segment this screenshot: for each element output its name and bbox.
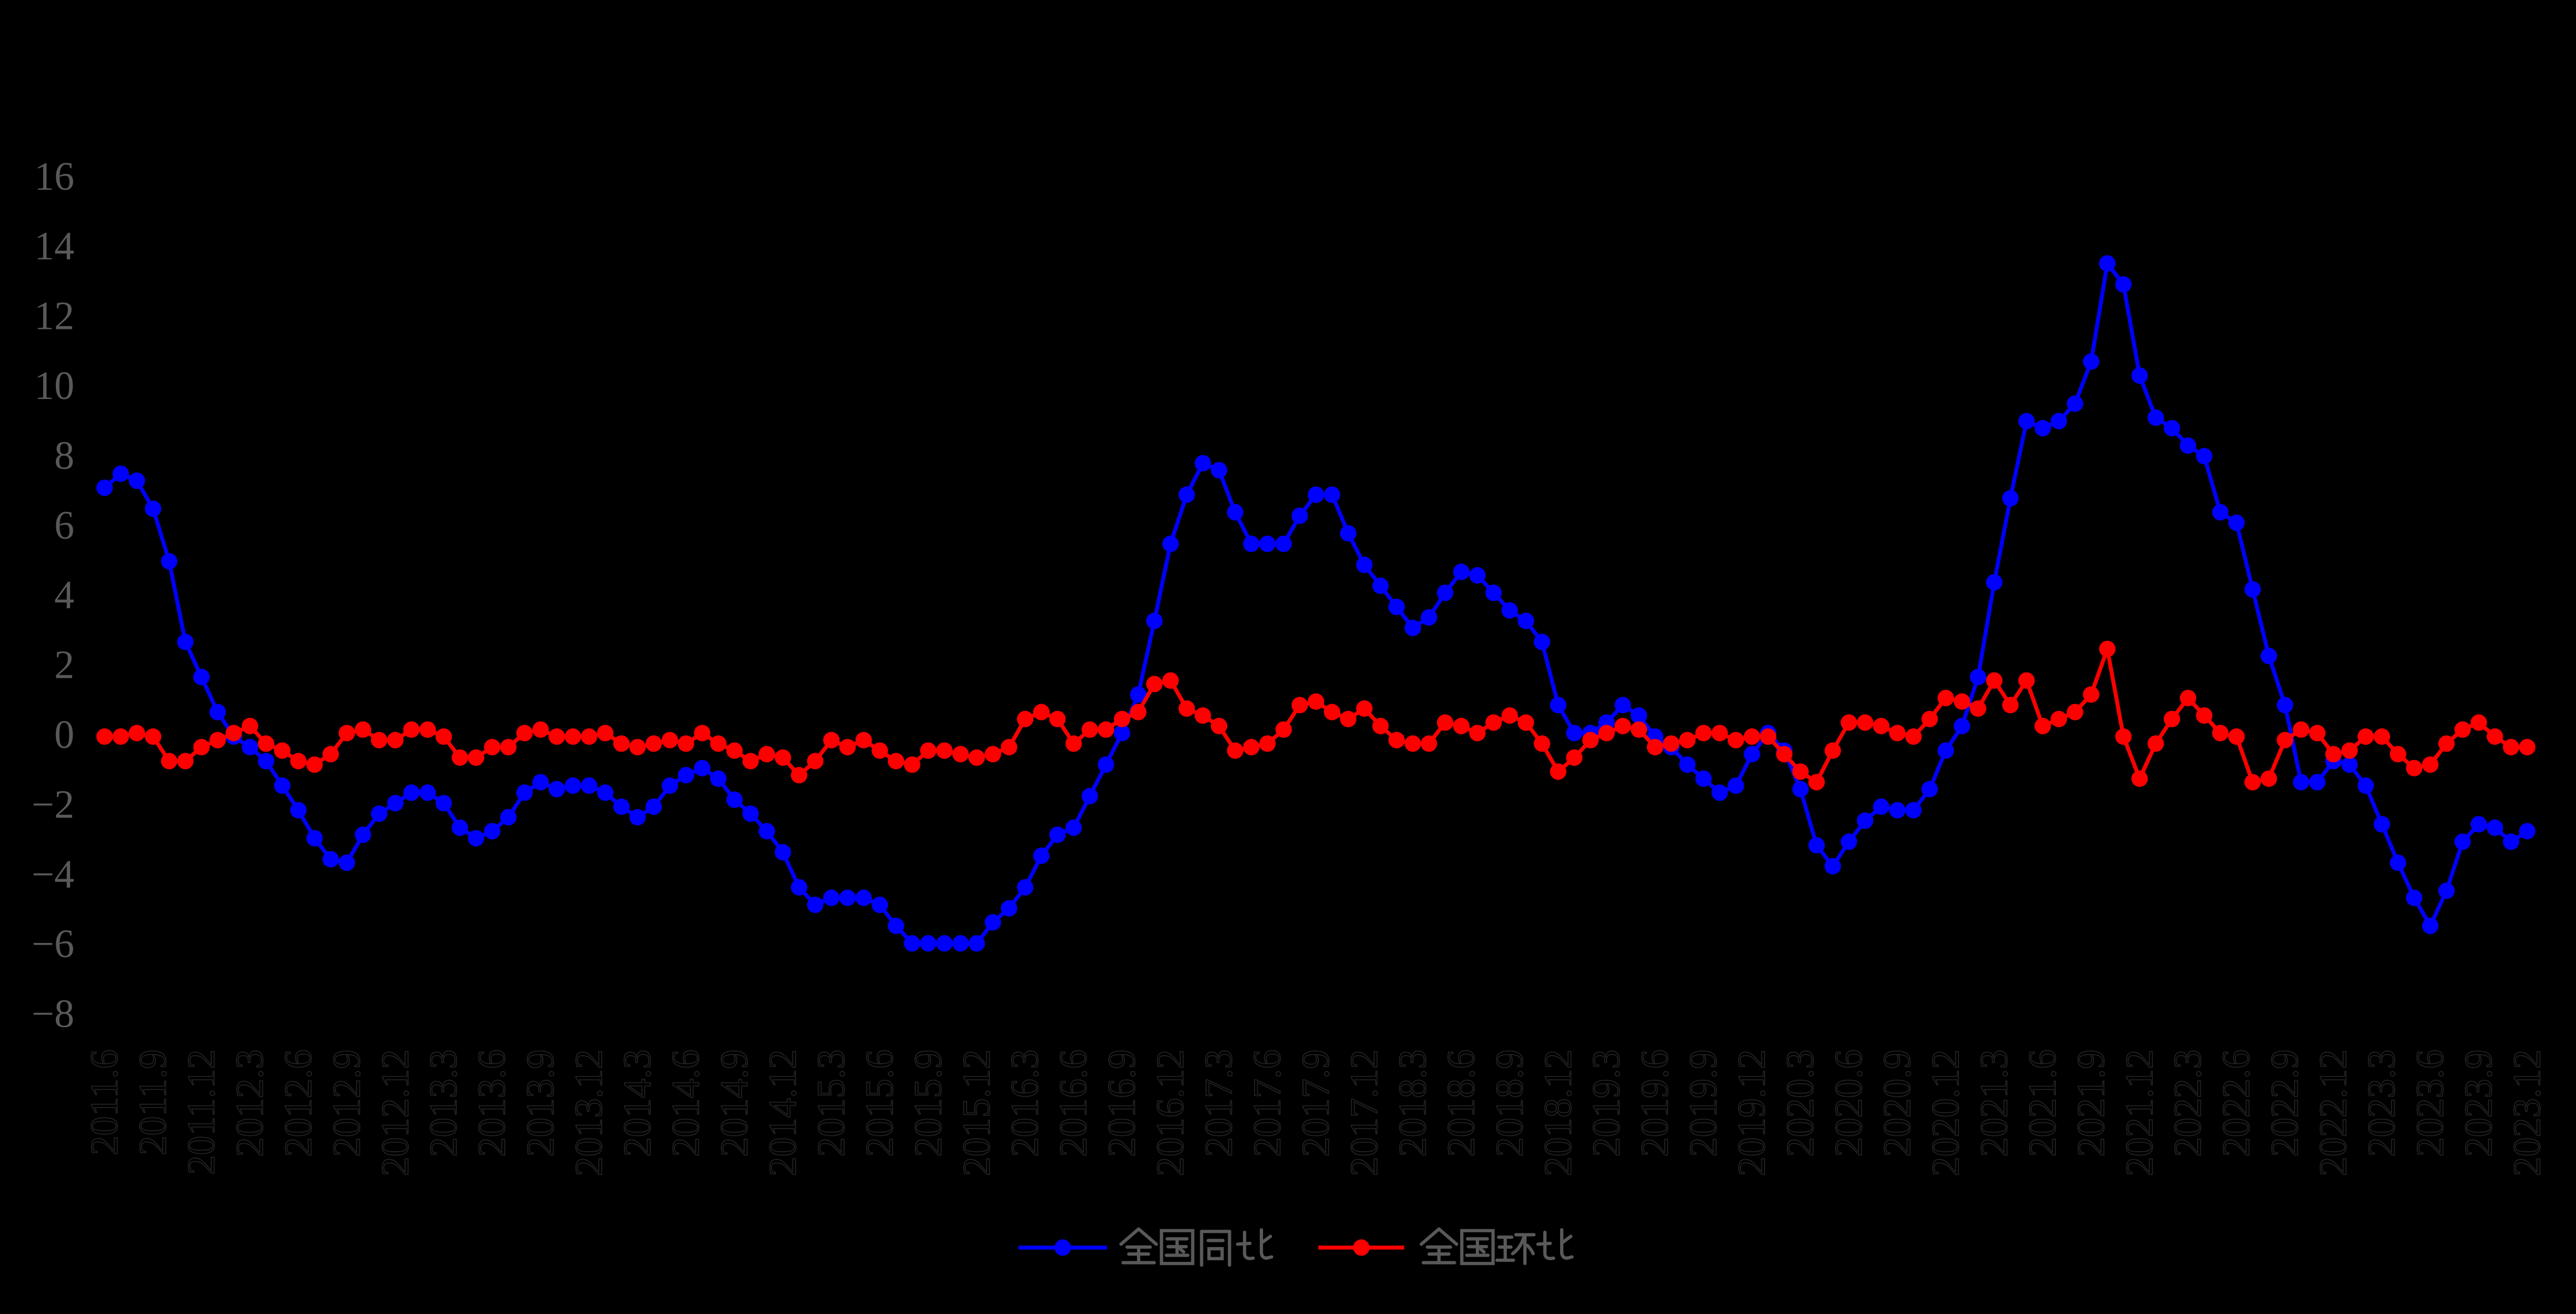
- svg-text:2019.9: 2019.9: [1682, 1049, 1725, 1157]
- svg-text:2019.6: 2019.6: [1633, 1049, 1677, 1157]
- svg-text:2014.3: 2014.3: [616, 1049, 659, 1157]
- svg-text:2012.6: 2012.6: [277, 1049, 320, 1157]
- svg-text:2014.9: 2014.9: [713, 1049, 756, 1157]
- svg-text:2020.3: 2020.3: [1779, 1049, 1822, 1157]
- svg-text:2017.3: 2017.3: [1198, 1049, 1241, 1157]
- svg-text:2020.9: 2020.9: [1876, 1049, 1919, 1157]
- svg-text:2: 2: [54, 643, 74, 687]
- svg-text:2017.9: 2017.9: [1295, 1049, 1338, 1157]
- svg-text:2013.12: 2013.12: [567, 1049, 611, 1176]
- svg-text:2019.12: 2019.12: [1730, 1049, 1774, 1176]
- svg-text:2016.12: 2016.12: [1149, 1049, 1192, 1176]
- svg-text:2022.3: 2022.3: [2167, 1049, 2210, 1157]
- svg-text:2018.12: 2018.12: [1536, 1049, 1580, 1176]
- svg-text:−2: −2: [32, 782, 74, 826]
- svg-text:2018.6: 2018.6: [1439, 1049, 1483, 1157]
- svg-text:2014.6: 2014.6: [664, 1049, 708, 1157]
- svg-text:2022.12: 2022.12: [2312, 1049, 2355, 1176]
- svg-text:2016.6: 2016.6: [1052, 1049, 1095, 1157]
- svg-text:12: 12: [34, 294, 74, 338]
- svg-text:2013.9: 2013.9: [519, 1049, 562, 1157]
- svg-text:2021.3: 2021.3: [1973, 1049, 2016, 1157]
- svg-text:16: 16: [34, 154, 74, 199]
- svg-text:4: 4: [54, 573, 74, 617]
- svg-text:2011.12: 2011.12: [180, 1049, 223, 1175]
- svg-text:−6: −6: [32, 922, 74, 966]
- svg-text:2016.3: 2016.3: [1004, 1049, 1047, 1157]
- svg-text:2021.12: 2021.12: [2118, 1049, 2161, 1176]
- svg-text:2016.9: 2016.9: [1101, 1049, 1144, 1157]
- svg-text:−4: −4: [32, 852, 74, 897]
- svg-text:2021.6: 2021.6: [2021, 1049, 2064, 1157]
- svg-text:2011.6: 2011.6: [83, 1049, 126, 1155]
- svg-text:2012.3: 2012.3: [228, 1049, 271, 1157]
- svg-text:14: 14: [34, 224, 74, 268]
- svg-text:10: 10: [34, 364, 74, 408]
- svg-text:2020.12: 2020.12: [1924, 1049, 1967, 1176]
- svg-text:8: 8: [54, 433, 74, 478]
- svg-text:2011.9: 2011.9: [132, 1049, 175, 1155]
- svg-text:2023.6: 2023.6: [2409, 1049, 2452, 1157]
- svg-text:2014.12: 2014.12: [761, 1049, 805, 1176]
- svg-text:2012.9: 2012.9: [325, 1049, 368, 1157]
- svg-text:−8: −8: [32, 992, 74, 1036]
- svg-text:2022.6: 2022.6: [2215, 1049, 2258, 1157]
- svg-text:6: 6: [54, 503, 74, 548]
- svg-text:2023.12: 2023.12: [2505, 1049, 2549, 1176]
- svg-text:2015.12: 2015.12: [955, 1049, 998, 1176]
- svg-text:2017.6: 2017.6: [1246, 1049, 1289, 1157]
- svg-text:0: 0: [54, 713, 74, 757]
- svg-text:2023.3: 2023.3: [2360, 1049, 2404, 1157]
- svg-text:2012.12: 2012.12: [374, 1049, 417, 1176]
- svg-text:2015.6: 2015.6: [858, 1049, 902, 1157]
- svg-text:2023.9: 2023.9: [2457, 1049, 2501, 1157]
- svg-text:2020.6: 2020.6: [1827, 1049, 1870, 1157]
- svg-text:2018.3: 2018.3: [1391, 1049, 1434, 1157]
- svg-text:2022.9: 2022.9: [2264, 1049, 2307, 1157]
- svg-text:2013.3: 2013.3: [422, 1049, 465, 1157]
- svg-text:2015.9: 2015.9: [907, 1049, 950, 1157]
- svg-text:2018.9: 2018.9: [1488, 1049, 1531, 1157]
- svg-text:2021.9: 2021.9: [2070, 1049, 2113, 1157]
- svg-text:2013.6: 2013.6: [471, 1049, 514, 1157]
- svg-text:2019.3: 2019.3: [1585, 1049, 1628, 1157]
- svg-text:2017.12: 2017.12: [1343, 1049, 1386, 1176]
- svg-text:2015.3: 2015.3: [810, 1049, 853, 1157]
